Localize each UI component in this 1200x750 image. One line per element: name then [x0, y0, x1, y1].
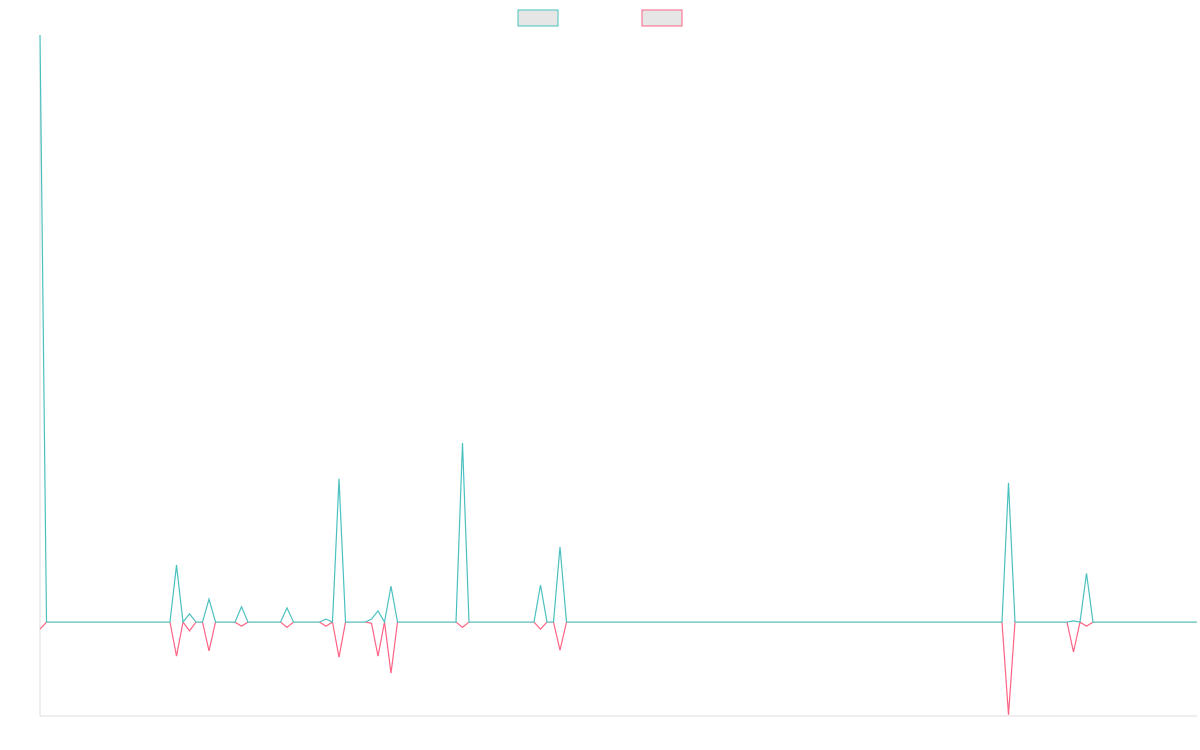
legend-swatch: [517, 9, 559, 27]
legend-swatch: [641, 9, 683, 27]
series-line: [39, 34, 1197, 624]
series-line: [39, 620, 1197, 715]
